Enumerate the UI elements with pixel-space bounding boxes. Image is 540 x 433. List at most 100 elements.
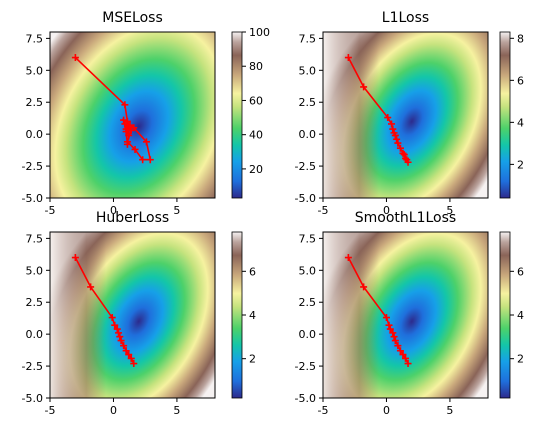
y-tick-label: 2.5 [299,96,317,109]
subplot-1: MSELoss -5 0 5 -5.0 -2.5 0.0 2.5 5.0 7.5 20 40 60 80 1… [22,10,270,217]
y-tick-label: 2.5 [26,296,44,309]
path-marker [139,156,147,164]
y-tick-label: 5.0 [299,264,317,277]
path-marker [123,140,131,148]
path-marker [71,54,79,62]
colorbar-tick-label: 4 [517,309,524,322]
subplot-3: HuberLoss -5 0 5 -5.0 -2.5 0.0 2.5 5.0 7.5 2 4 6 [22,210,256,417]
path-marker [120,342,128,350]
path-marker [113,325,121,333]
path-marker [344,54,352,62]
path-marker [121,101,129,109]
colorbar [231,31,243,199]
path-marker [394,139,402,147]
axes-frame [322,231,489,399]
path-marker [344,254,352,262]
colorbar-tick-label: 2 [517,353,524,366]
path-marker [393,135,401,143]
colorbar-tick-label: 80 [249,60,263,73]
y-tick-label: 7.5 [299,232,317,245]
path-marker [87,283,95,291]
x-tick-label: 5 [446,204,453,217]
path-marker [402,354,409,362]
path-marker [126,121,134,129]
x-tick-label: -5 [318,404,329,417]
x-tick-label: -5 [45,204,56,217]
high-loss-band [50,232,215,398]
path-marker [130,360,138,368]
x-tick-label: 0 [110,204,117,217]
colorbar-tick-label: 2 [249,353,256,366]
y-tick-label: -5.0 [295,192,316,205]
colorbar [231,231,243,399]
subplot-4: SmoothL1Loss -5 0 5 -5.0 -2.5 0.0 2.5 5.0 7.5 2 4 6 [295,210,524,417]
x-tick-label: 5 [173,404,180,417]
path-marker [121,120,129,128]
y-tick-label: 5.0 [26,64,44,77]
y-tick-label: 7.5 [299,32,317,45]
path-marker [396,347,404,355]
colorbar-tick-label: 6 [249,265,256,278]
path-marker [390,333,398,341]
high-loss-band [323,32,488,198]
x-tick-label: -5 [45,404,56,417]
colorbar-tick-label: 4 [517,116,524,129]
colorbar-tick-label: 2 [517,158,524,171]
path-marker [386,325,394,333]
colorbar [499,31,511,199]
axes-frame [49,31,216,199]
y-tick-label: 5.0 [26,264,44,277]
path-marker [108,314,116,322]
path-marker [391,337,399,345]
path-marker [399,351,407,359]
path-marker [120,116,128,124]
y-tick-label: -5.0 [22,392,43,405]
path-marker [388,120,396,128]
y-tick-label: 0.0 [299,328,317,341]
x-tick-label: 0 [383,404,390,417]
path-marker [404,360,412,368]
path-marker [115,329,123,337]
high-loss-band [323,232,488,398]
path-marker [142,138,150,146]
y-tick-label: -2.5 [295,160,316,173]
subplot-title: MSELoss [102,10,163,26]
subplot-title: SmoothL1Loss [355,210,456,226]
x-tick-label: -5 [318,204,329,217]
y-tick-label: -2.5 [295,360,316,373]
y-tick-label: 5.0 [299,64,317,77]
y-tick-label: 7.5 [26,32,44,45]
path-marker [122,128,130,136]
path-marker [116,333,124,341]
y-tick-label: -5.0 [295,392,316,405]
subplot-title: HuberLoss [96,210,169,226]
path-marker [382,314,390,322]
axes-frame [49,231,216,399]
colorbar-tick-label: 6 [517,74,524,87]
path-marker [117,337,125,345]
path-marker [391,131,399,139]
path-marker [111,321,119,329]
path-marker [360,283,368,291]
axes-frame [322,31,489,199]
x-tick-label: 0 [383,204,390,217]
path-marker [360,83,368,91]
path-marker [127,354,135,362]
path-marker [402,154,409,162]
y-tick-label: 7.5 [26,232,44,245]
path-marker [131,145,139,153]
path-marker [384,114,392,122]
path-marker [389,329,397,337]
path-marker [400,151,408,159]
path-marker [399,149,407,157]
y-tick-label: -2.5 [22,160,43,173]
colorbar-tick-label: 6 [517,265,524,278]
colorbar-tick-label: 20 [249,163,263,176]
x-tick-label: 5 [173,204,180,217]
x-tick-label: 5 [446,404,453,417]
y-tick-label: -2.5 [22,360,43,373]
colorbar-tick-label: 60 [249,94,263,107]
path-marker [389,125,397,133]
y-tick-label: 2.5 [26,96,44,109]
colorbar [499,231,511,399]
